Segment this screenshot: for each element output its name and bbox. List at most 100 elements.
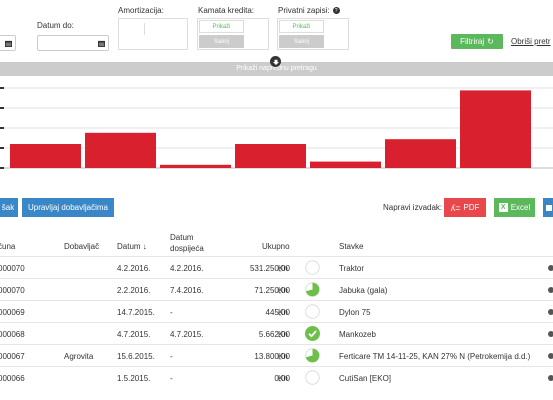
col-date-header[interactable]: Datum ↓: [117, 242, 147, 251]
table-row[interactable]: 000066 1.5.2015. - 0,00 Kn CutiSan [EKO]: [0, 366, 553, 388]
items-text: Traktor: [339, 264, 365, 273]
invoice-number[interactable]: 000070: [0, 286, 25, 295]
invoice-date: 4.2.2016.: [117, 264, 151, 273]
currency: Kn: [278, 286, 288, 295]
private-show-toggle[interactable]: Prikaži: [279, 20, 324, 33]
col-due-header-line1: Datum: [170, 233, 194, 242]
payment-status-icon[interactable]: [305, 304, 320, 319]
export-icon: [546, 204, 552, 211]
date-to-input[interactable]: [37, 35, 109, 51]
items-text: Jabuka (gala): [339, 286, 388, 295]
amount: 71.250,00: [254, 286, 290, 295]
chart-bar[interactable]: [10, 144, 81, 168]
interest-show-toggle[interactable]: Prikaži: [199, 20, 244, 33]
invoice-number[interactable]: 000070: [0, 264, 25, 273]
help-icon[interactable]: ?: [332, 7, 340, 14]
amount: 5.662,00: [258, 330, 290, 339]
row-options-icon[interactable]: [548, 287, 553, 293]
filter-button-label: Filtriraj: [460, 37, 485, 46]
manage-suppliers-button[interactable]: Upravljaj dobavljačima: [22, 198, 114, 217]
chart-bar[interactable]: [310, 161, 381, 168]
payment-status-icon[interactable]: [305, 348, 320, 363]
y-tick: [0, 147, 4, 149]
due-date: -: [170, 352, 173, 361]
pdf-icon: ʎ=: [450, 202, 461, 213]
row-options-icon[interactable]: [548, 309, 553, 315]
report-label: Napravi izvadak:: [383, 203, 443, 212]
payment-status-icon[interactable]: [305, 326, 320, 341]
invoice-date: 4.7.2015.: [117, 330, 151, 339]
amortization-label: Amortizacija:: [118, 6, 164, 15]
table-row[interactable]: 000070 4.2.2016. 4.2.2016. 531.250,00 Kn Trak…: [0, 256, 553, 278]
invoice-number[interactable]: 000069: [0, 308, 25, 317]
items-text: Dylon 75: [339, 308, 371, 317]
invoice-date: 2.2.2016.: [117, 286, 151, 295]
table-row[interactable]: 000068 4.7.2015. 4.7.2015. 5.662,00 Kn Mankoz…: [0, 322, 553, 344]
col-number-header[interactable]: čuna: [0, 242, 16, 251]
advanced-search-bar[interactable]: Prikaži naprednu pretragu: [0, 62, 553, 76]
invoice-number[interactable]: 000067: [0, 352, 25, 361]
date-from-input[interactable]: [0, 35, 16, 51]
currency: Kn: [278, 352, 288, 361]
excel-button-label: Excel: [510, 203, 531, 212]
currency: Kn: [278, 264, 288, 273]
amount: 13.800,00: [254, 352, 290, 361]
invoice-date: 14.7.2015.: [117, 308, 155, 317]
chart-bar[interactable]: [160, 164, 231, 168]
due-date: 4.7.2015.: [170, 330, 204, 339]
amortization-select[interactable]: [118, 18, 188, 50]
invoice-number[interactable]: 000068: [0, 330, 25, 339]
more-export-button[interactable]: [543, 198, 553, 217]
excel-button[interactable]: X Excel: [494, 198, 535, 217]
col-items-header[interactable]: Stavke: [339, 242, 364, 251]
table-row[interactable]: 000070 2.2.2016. 7.4.2016. 71.250,00 Kn Jabuk…: [0, 278, 553, 300]
row-options-icon[interactable]: [548, 375, 553, 381]
arrow-down-icon[interactable]: [270, 56, 281, 67]
row-options-icon[interactable]: [548, 265, 553, 271]
currency: Kn: [278, 330, 288, 339]
payment-status-icon[interactable]: [305, 282, 320, 297]
payment-status-icon[interactable]: [305, 260, 320, 275]
chart-bar[interactable]: [235, 144, 306, 168]
items-text: Ferticare TM 14-11-25, KAN 27% N (Petrok…: [339, 352, 531, 361]
pdf-button-label: PDF: [463, 203, 480, 212]
calendar-icon[interactable]: [94, 36, 108, 50]
supplier-name: Agrovita: [64, 352, 94, 361]
table-row[interactable]: 000067 Agrovita 15.6.2015. - 13.800,00 Kn Fert…: [0, 344, 553, 366]
payment-status-icon[interactable]: [305, 370, 320, 385]
clear-search-button[interactable]: Obriši pretr: [511, 37, 551, 46]
row-options-icon[interactable]: [548, 353, 553, 359]
amount: 0,00: [274, 374, 290, 383]
items-text: CutiSan [EKO]: [339, 374, 392, 383]
chart-bar[interactable]: [85, 132, 156, 168]
col-due-header[interactable]: Datum dospijeća: [170, 232, 204, 254]
excel-icon: X: [498, 203, 508, 212]
col-supplier-header[interactable]: Dobavljač: [64, 242, 100, 251]
currency: Kn: [278, 308, 288, 317]
chart-bar[interactable]: [460, 90, 531, 168]
invoice-number[interactable]: 000066: [0, 374, 25, 383]
interest-hide-toggle[interactable]: Sakrij: [199, 35, 244, 48]
row-options-icon[interactable]: [548, 331, 553, 337]
amount: 445,00: [265, 308, 290, 317]
y-tick: [0, 127, 4, 129]
table-row[interactable]: 000069 14.7.2015. - 445,00 Kn Dylon 75: [0, 300, 553, 322]
calendar-icon[interactable]: [1, 36, 15, 50]
date-to-label: Datum do:: [37, 21, 74, 30]
chart-bar[interactable]: [385, 139, 456, 168]
add-button[interactable]: šak: [0, 198, 18, 217]
col-total-header[interactable]: Ukupno: [262, 242, 290, 251]
due-date: -: [170, 374, 173, 383]
filter-button[interactable]: Filtriraj ↻: [451, 34, 503, 49]
due-date: 4.2.2016.: [170, 264, 204, 273]
y-tick: [0, 167, 4, 169]
items-text: Mankozeb: [339, 330, 376, 339]
refresh-icon: ↻: [487, 37, 494, 46]
amount: 531.250,00: [249, 264, 290, 273]
due-date: -: [170, 308, 173, 317]
currency: Kn: [278, 374, 288, 383]
pdf-button[interactable]: ʎ= PDF: [444, 198, 486, 217]
y-tick: [0, 107, 4, 109]
private-hide-toggle[interactable]: Sakrij: [279, 35, 324, 48]
y-tick: [0, 87, 4, 89]
